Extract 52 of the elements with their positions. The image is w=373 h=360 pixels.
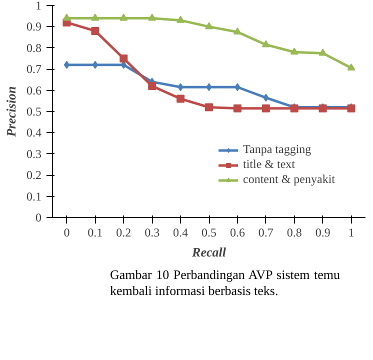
y-tick-label: 0.3 [26, 146, 42, 161]
point [233, 104, 242, 112]
point [91, 14, 100, 21]
point [178, 83, 184, 92]
x-tick-label: 0.8 [286, 226, 302, 240]
x-tick-label: 0.2 [116, 226, 132, 240]
point [347, 64, 356, 71]
point [176, 94, 185, 103]
y-tick-label: 0.7 [26, 62, 42, 76]
x-tick-label: 0.7 [258, 226, 274, 240]
x-tick-label: 0.5 [202, 226, 216, 240]
point [262, 40, 270, 48]
x-tick-label: 0.1 [88, 226, 103, 240]
point [290, 48, 298, 55]
point [62, 14, 71, 21]
point [234, 83, 240, 92]
x-tick-label: 1 [348, 226, 354, 240]
point [176, 16, 185, 23]
x-tick-label: 0.3 [144, 226, 160, 240]
point [262, 104, 270, 112]
x-tick-label: 0 [64, 226, 70, 240]
x-tick-label: 0.4 [173, 226, 188, 240]
text: Gambar 10 Perbandingan AVP sistem temu kembali informasi berbasis teks. [110, 267, 340, 298]
legend-label: content & penyakit [243, 172, 335, 187]
y-tick-label: 0 [36, 210, 42, 224]
point [120, 54, 128, 62]
point [206, 83, 212, 92]
legend-label: Tanpa tagging [243, 142, 312, 157]
point [148, 14, 156, 21]
y-tick-label: 0.1 [26, 189, 42, 204]
point [263, 94, 269, 102]
point [205, 22, 213, 30]
y-tick-label: 1 [36, 0, 42, 12]
point [318, 48, 327, 56]
y-axis-title: Precision [4, 86, 18, 137]
point [205, 103, 213, 112]
y-tick-label: 0.4 [26, 126, 42, 140]
y-tick-label: 0.2 [26, 168, 42, 182]
legend-label: title & text [243, 157, 296, 172]
x-tick-label: 0.6 [230, 226, 245, 240]
point [233, 27, 242, 35]
y-tick-label: 0.9 [26, 20, 42, 34]
point [120, 14, 128, 21]
x-axis-title: Recall [191, 244, 226, 260]
x-tick-label: 0.9 [315, 226, 330, 240]
point [91, 26, 100, 35]
y-tick-label: 0.5 [26, 104, 42, 118]
y-tick-label: 0.6 [26, 83, 42, 98]
point [92, 60, 98, 69]
y-tick-label: 0.8 [26, 40, 42, 55]
point [64, 60, 70, 69]
point [148, 82, 156, 90]
